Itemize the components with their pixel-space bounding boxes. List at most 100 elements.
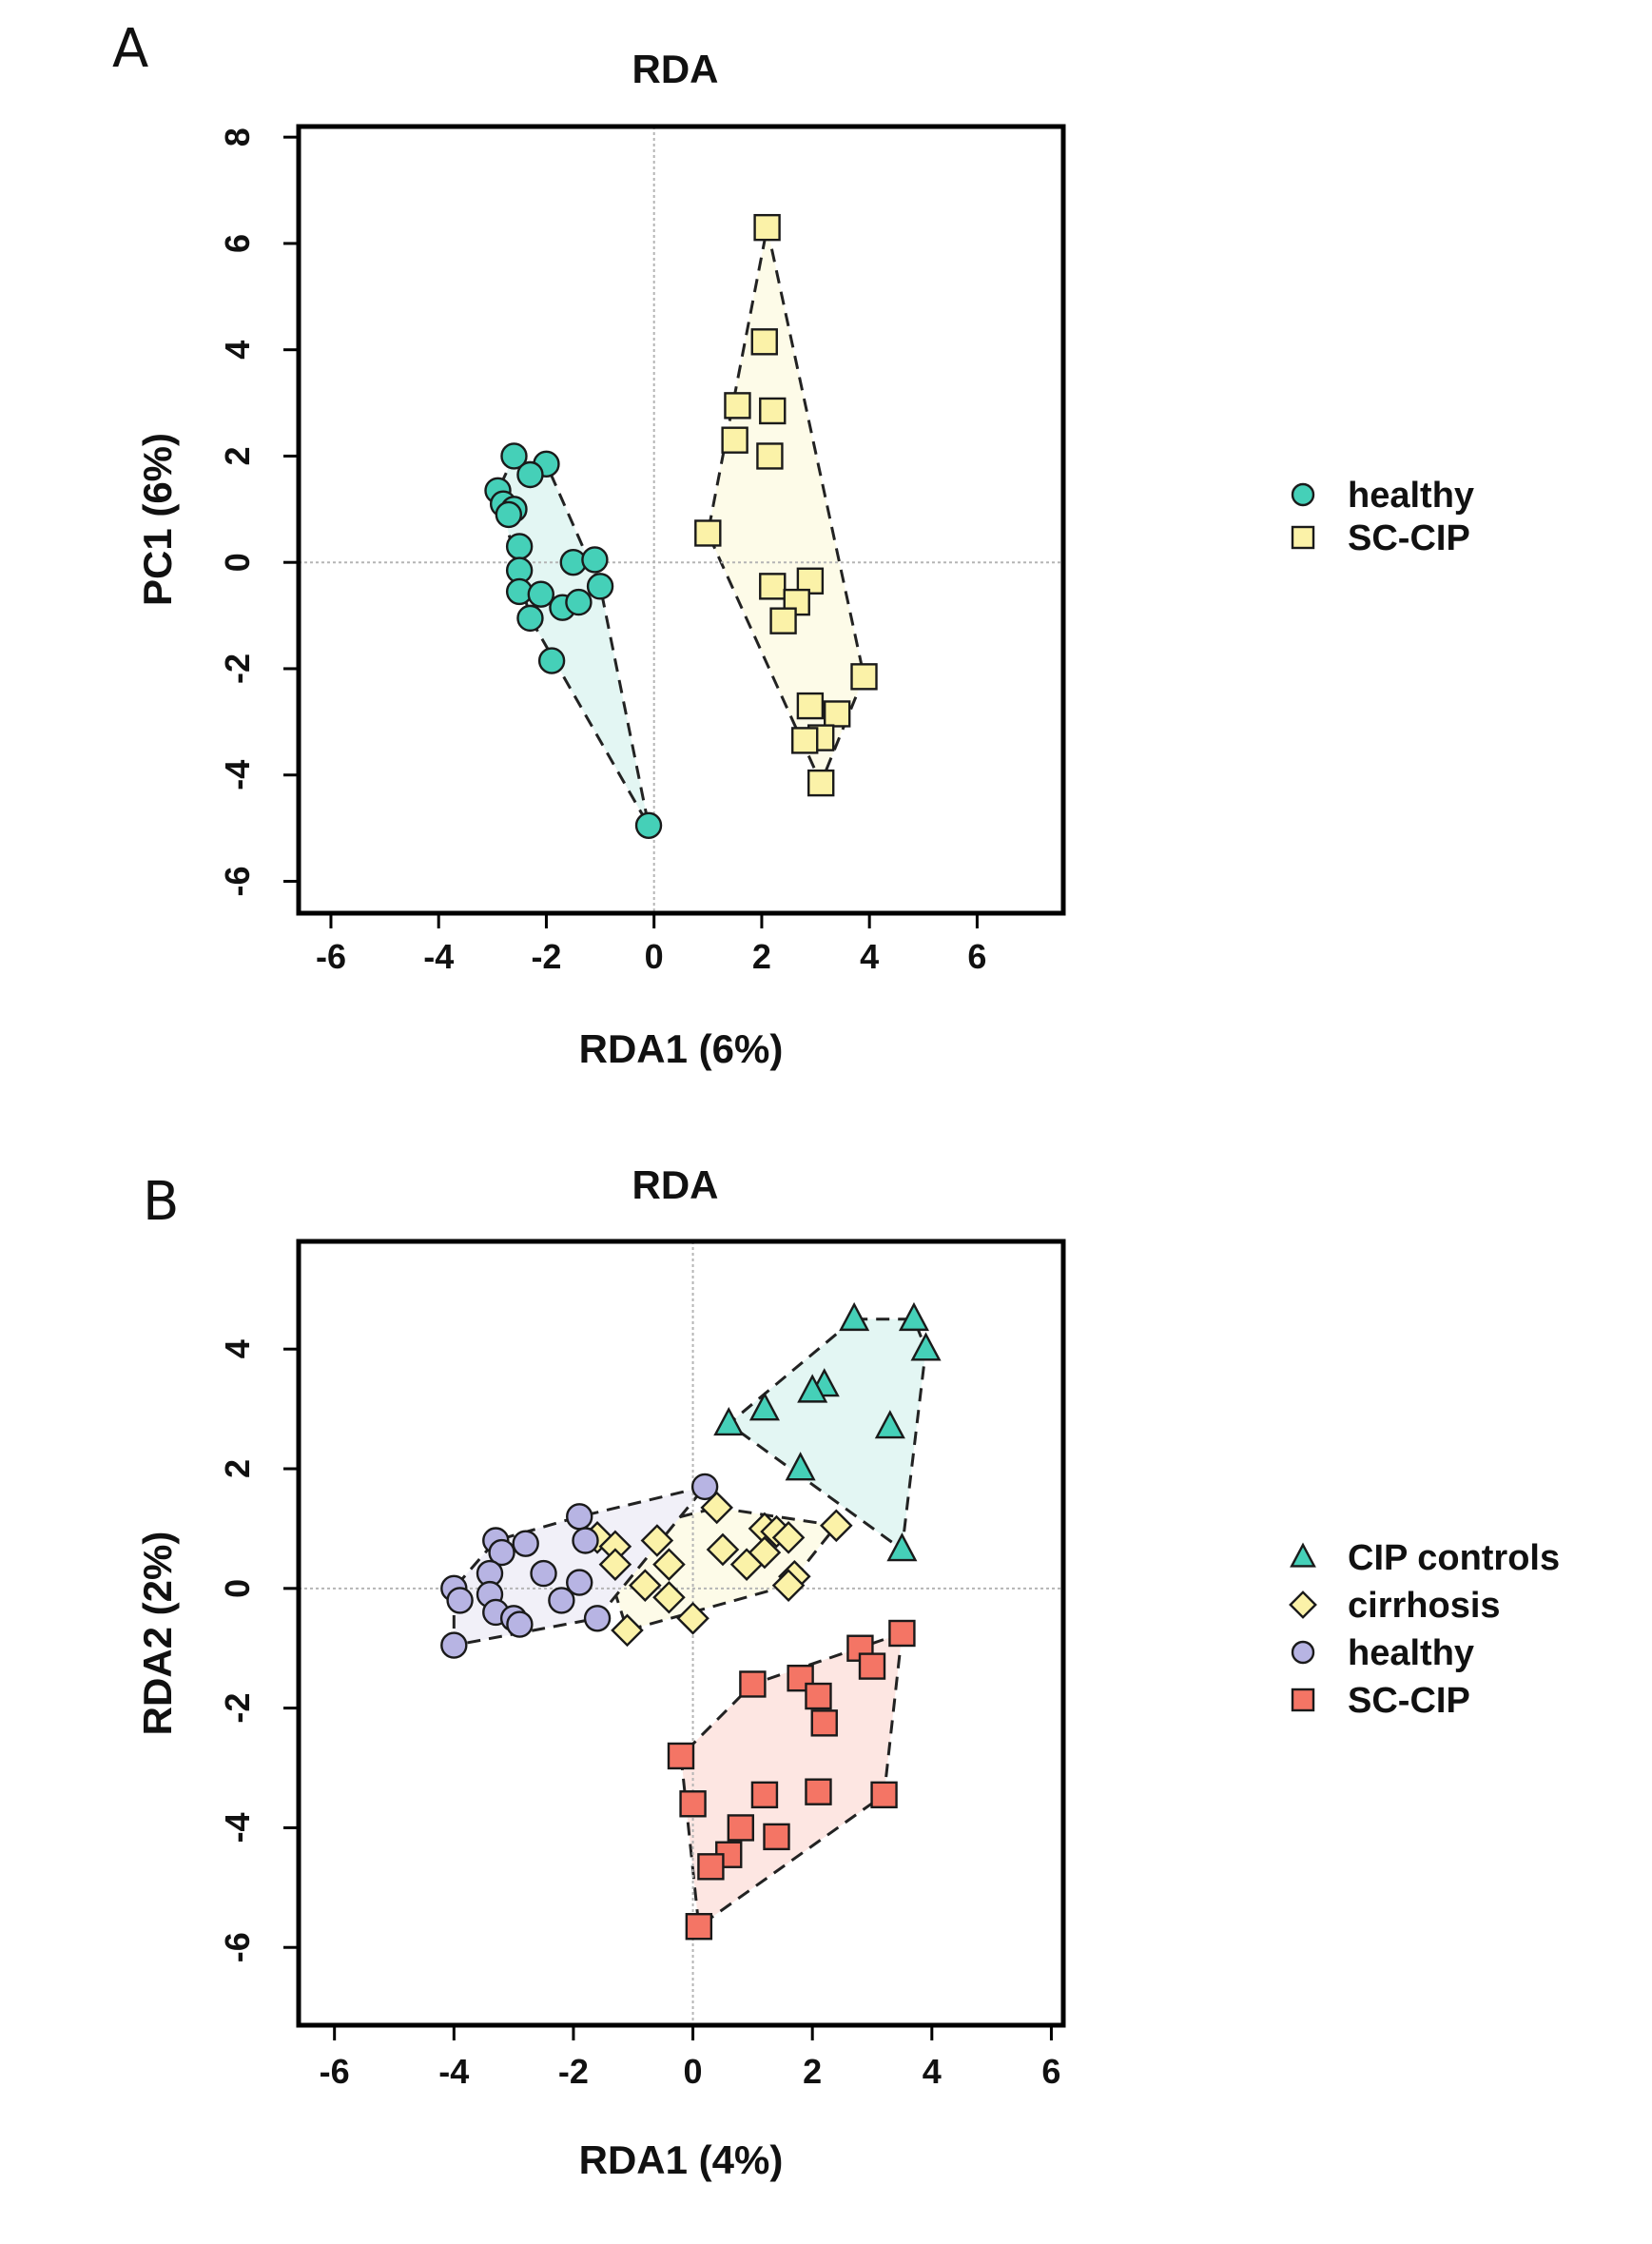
legend-marker-cip-controls [1290,1542,1316,1568]
point-sc-cip [697,1853,725,1881]
y-tick-label: -2 [218,654,257,684]
point-healthy [506,1610,534,1638]
point-healthy [583,1605,612,1632]
panel-a-reference-lines [299,127,1063,913]
point-cirrhosis [729,1548,764,1581]
point-sc-cip [753,213,781,242]
panel-b: B RDA -6 -4 -2 0 2 4 6 -6 -4 -2 0 2 4 RDA1 (4%) RDA… [135,1162,1560,2182]
panel-a-points [484,213,878,840]
point-cirrhosis [640,1524,674,1557]
point-cirrhosis [748,1535,782,1570]
panel-a-x-axis: -6 -4 -2 0 2 4 6 [316,913,986,976]
y-tick-label: -6 [218,1932,257,1962]
legend-marker-sc-cip [1291,1688,1315,1712]
point-sc-cip [750,1781,779,1809]
point-healthy [488,1538,515,1567]
panel-b-x-axis: -6 -4 -2 0 2 4 6 [320,2025,1060,2091]
x-tick-label: -4 [423,937,454,976]
y-tick-label: -6 [218,866,257,896]
point-sc-cip [763,1823,790,1851]
legend-label-healthy: healthy [1348,1633,1474,1673]
y-tick-label: -4 [218,1812,257,1843]
point-healthy [690,1473,719,1501]
point-sc-cip [858,1652,886,1680]
panel-b-y-axis: -6 -4 -2 0 2 4 [218,1339,299,1962]
point-cip-controls [797,1374,828,1403]
y-tick-label: -2 [218,1693,257,1724]
panel-b-title: RDA [632,1162,719,1207]
point-healthy [530,1559,557,1588]
point-cip-controls [839,1301,870,1332]
y-tick-label: -4 [218,760,257,790]
point-healthy [500,442,528,470]
point-healthy [566,1569,593,1596]
x-tick-label: 0 [645,937,664,976]
y-tick-label: 2 [218,446,257,465]
point-cirrhosis [611,1613,644,1648]
point-healthy [440,1631,468,1659]
point-sc-cip [810,1709,838,1737]
y-tick-label: 4 [218,341,257,360]
legend-marker-cirrhosis [1289,1590,1317,1619]
point-healthy [548,1587,575,1614]
x-tick-label: -2 [558,2052,589,2091]
x-tick-label: 2 [803,2052,822,2091]
point-cip-controls [898,1301,930,1332]
panel-a-plot-frame [296,124,1066,916]
point-sc-cip [694,519,722,547]
point-healthy [565,588,593,616]
point-healthy [516,460,544,489]
point-cip-controls [886,1532,918,1562]
point-sc-cip [796,692,825,720]
y-tick-label: 2 [218,1459,257,1478]
panel-a-title: RDA [632,47,719,91]
point-cirrhosis [598,1548,632,1581]
point-sc-cip [870,1781,898,1809]
point-sc-cip [750,328,778,356]
point-cirrhosis [676,1601,709,1635]
legend-label-sc-cip: SC-CIP [1348,518,1470,558]
point-sc-cip [850,663,878,691]
point-sc-cip [759,573,787,600]
point-cirrhosis [652,1580,686,1614]
point-sc-cip [759,397,787,425]
point-healthy [527,580,554,608]
legend-label-healthy: healthy [1348,476,1474,516]
point-cirrhosis [771,1569,806,1602]
x-tick-label: 4 [923,2052,942,2091]
point-sc-cip [769,607,797,634]
y-tick-label: 8 [218,127,257,146]
point-sc-cip [667,1742,695,1770]
point-healthy [634,811,663,840]
point-sc-cip [727,1814,755,1842]
legend-label-sc-cip: SC-CIP [1348,1681,1470,1721]
point-cip-controls [910,1332,942,1361]
point-cip-controls [748,1392,780,1421]
point-sc-cip [888,1619,916,1648]
point-cirrhosis [629,1569,662,1602]
point-sc-cip [721,426,748,454]
x-tick-label: -4 [438,2052,469,2091]
panel-a-y-axis: -6 -4 -2 0 2 4 6 8 [218,127,299,896]
panel-a: A RDA -6 -4 -2 0 2 4 6 -6 -4 -2 0 2 4 6 8 RDA1 (6%) P… [112,18,1474,1071]
panel-b-reference-lines [299,1241,1063,2025]
point-healthy [566,1503,593,1531]
x-tick-label: 4 [860,937,879,976]
x-tick-label: 2 [752,937,771,976]
point-sc-cip [823,700,851,728]
legend-label-cip-controls: CIP controls [1348,1538,1560,1578]
point-cip-controls [785,1452,816,1481]
x-tick-label: 6 [1041,2052,1060,2091]
point-sc-cip [756,442,784,470]
point-cirrhosis [771,1521,806,1554]
point-healthy [495,500,523,529]
x-tick-label: 0 [684,2052,703,2091]
point-sc-cip [685,1913,713,1941]
legend-marker-healthy [1291,482,1315,507]
x-tick-label: -2 [531,937,561,976]
panel-a-x-axis-label: RDA1 (6%) [579,1026,784,1071]
panel-a-y-axis-label: PC1 (6%) [135,433,180,606]
